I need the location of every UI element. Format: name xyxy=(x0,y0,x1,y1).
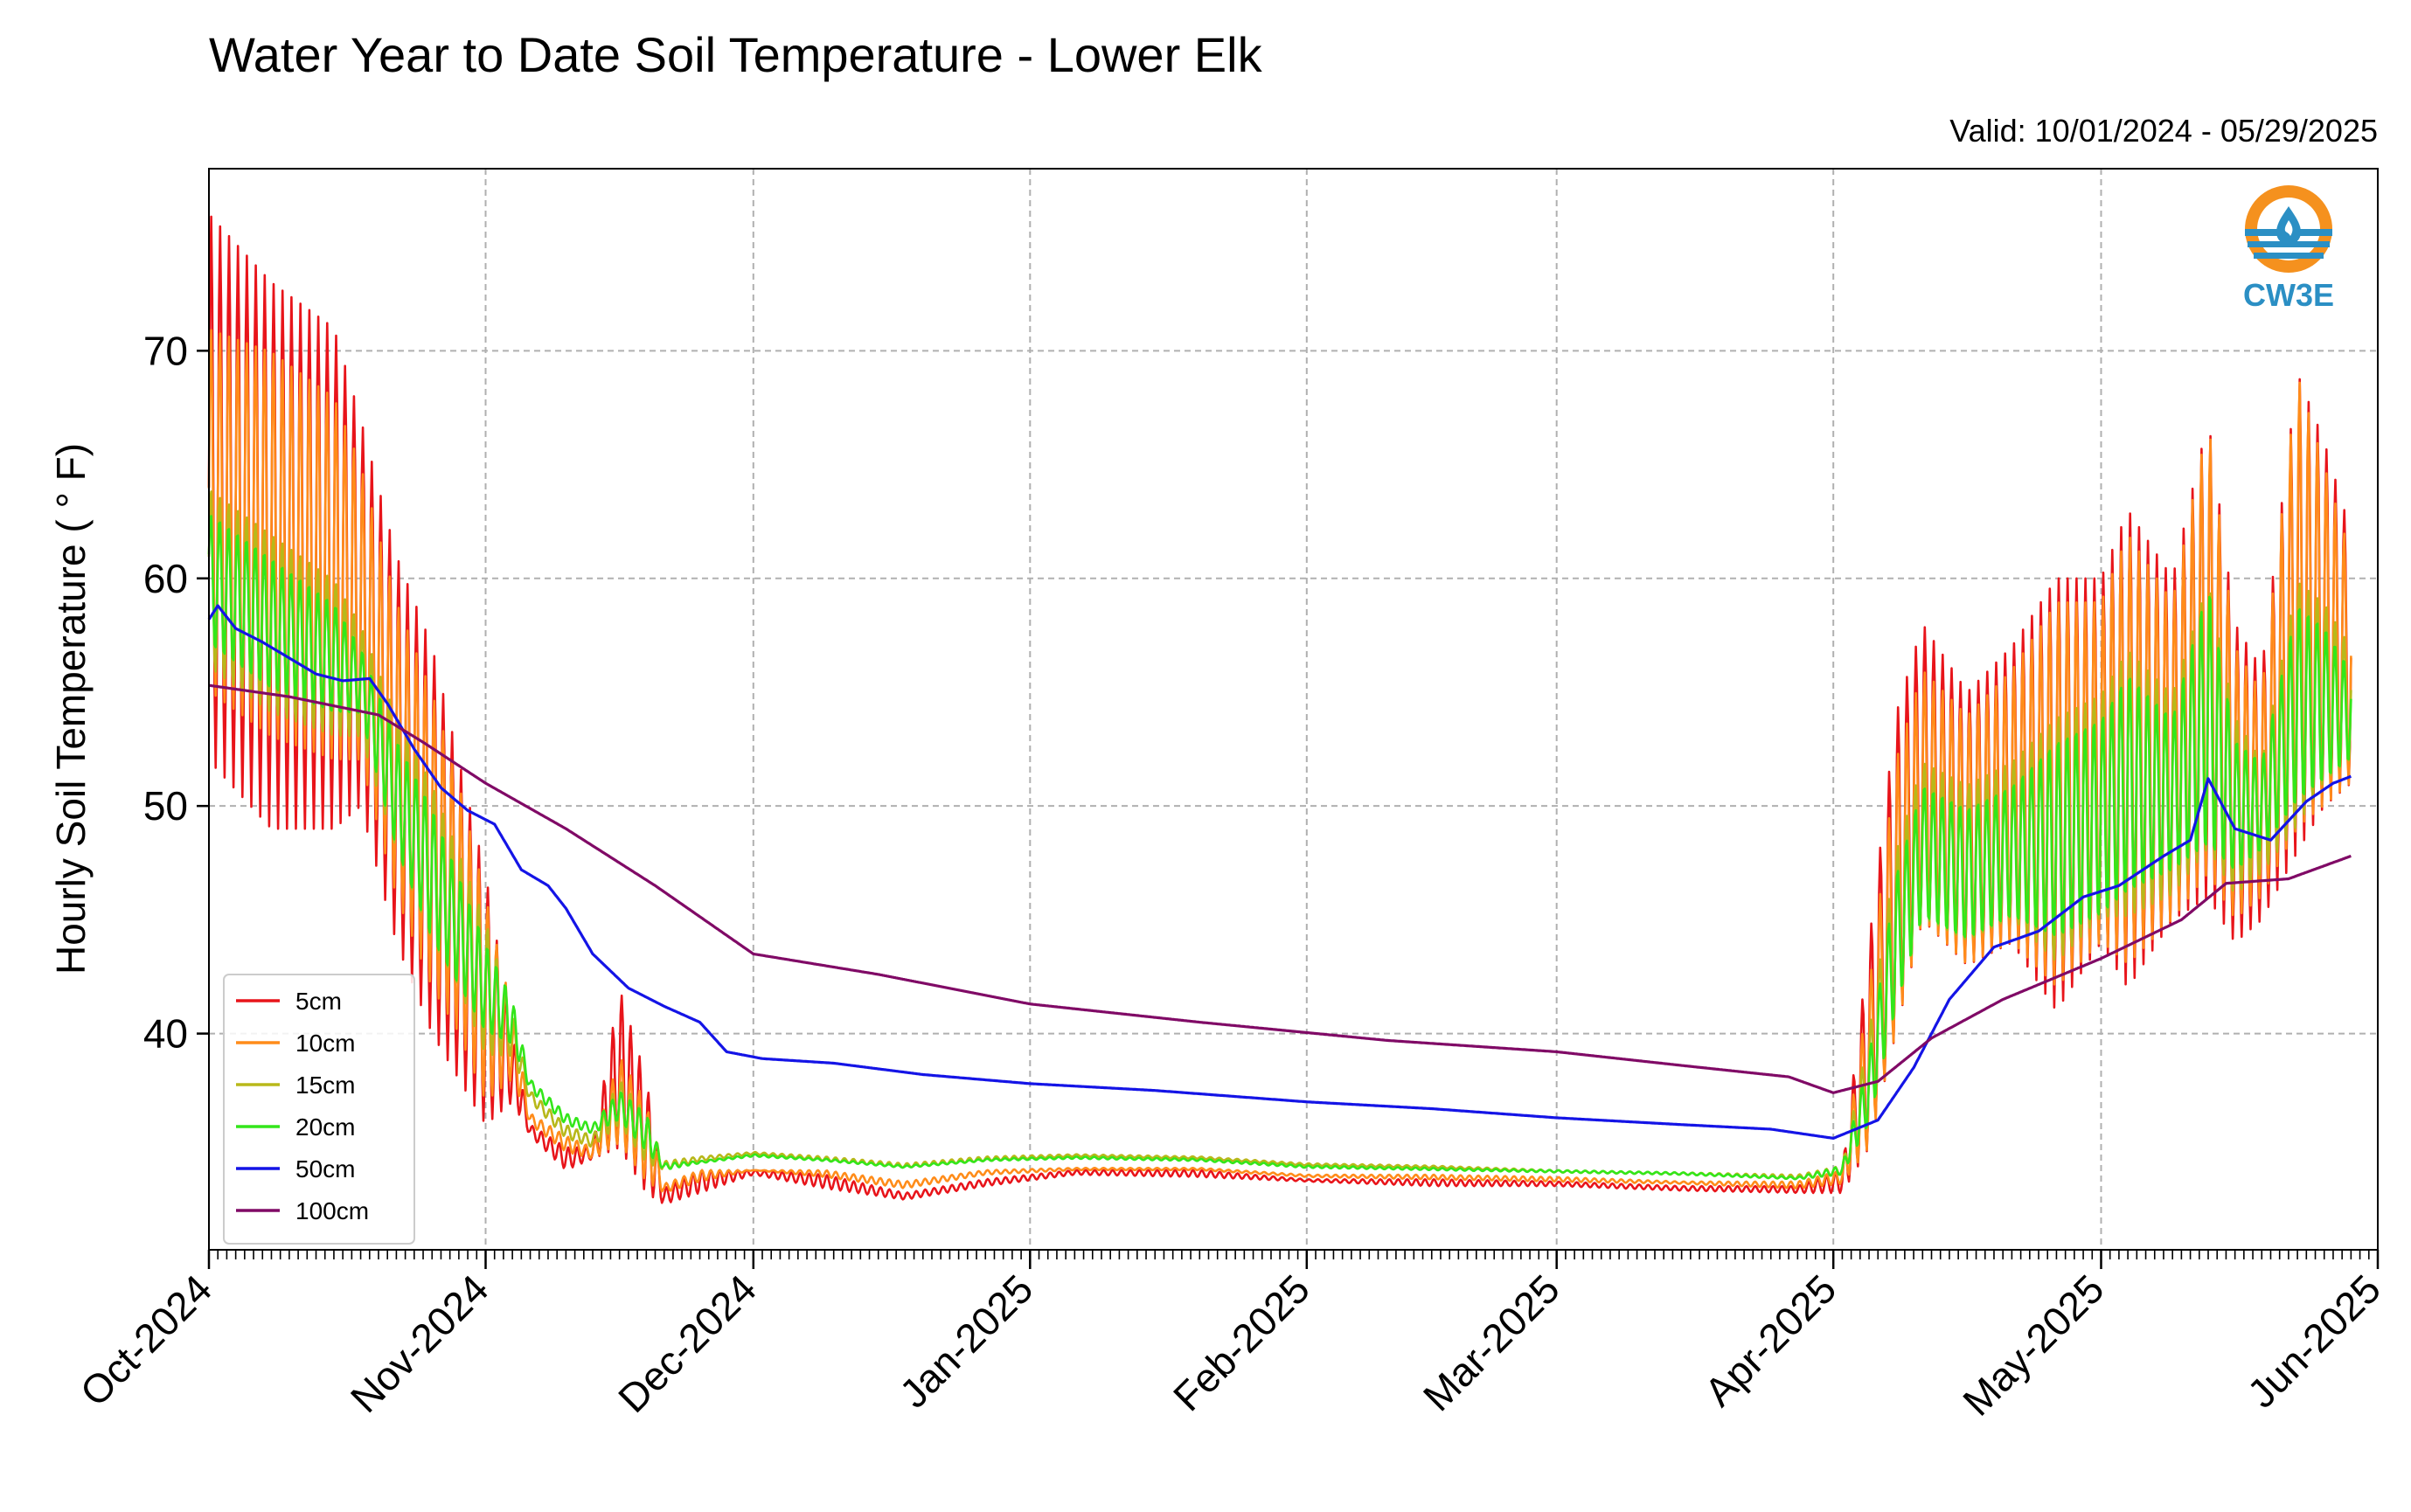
flame-icon xyxy=(2284,220,2293,236)
legend-label: 50cm xyxy=(295,1155,355,1183)
y-tick-label: 40 xyxy=(143,1011,188,1057)
legend-label: 5cm xyxy=(295,988,342,1015)
logo-text: CW3E xyxy=(2243,277,2334,313)
y-tick-label: 50 xyxy=(143,783,188,829)
legend-label: 15cm xyxy=(295,1072,355,1099)
grid xyxy=(209,169,2378,1250)
series-line-50cm xyxy=(207,604,2352,1140)
legend-label: 10cm xyxy=(295,1030,355,1057)
logo-wave-3 xyxy=(2254,253,2324,259)
series-line-20cm xyxy=(207,515,2352,1181)
legend-label: 100cm xyxy=(295,1197,369,1224)
y-tick-label: 60 xyxy=(143,556,188,601)
y-axis-label: Hourly Soil Temperature ( ° F) xyxy=(48,443,94,974)
chart-subtitle: Valid: 10/01/2024 - 05/29/2025 xyxy=(1949,113,2378,149)
cw3e-logo: CW3E xyxy=(2243,185,2334,313)
plot-frame xyxy=(208,168,2379,1251)
y-tick-label: 70 xyxy=(143,328,188,373)
chart-title: Water Year to Date Soil Temperature - Lo… xyxy=(209,27,1263,82)
series-group xyxy=(207,215,2352,1204)
legend-label: 20cm xyxy=(295,1113,355,1141)
legend: 5cm 10cm 15cm 20cm 50cm 100cm xyxy=(223,974,415,1245)
series-line-100cm xyxy=(208,683,2352,1094)
